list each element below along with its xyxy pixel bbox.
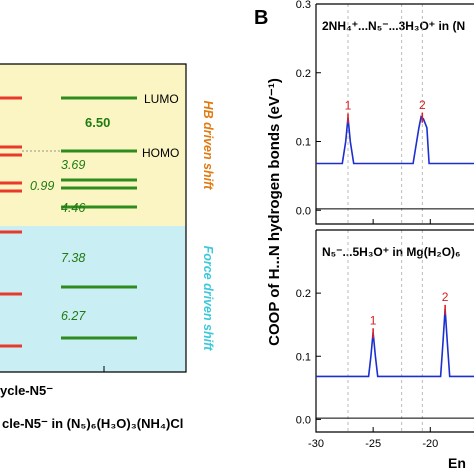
x-tick-label: -25 <box>365 438 381 450</box>
peak-label: 2 <box>419 98 426 112</box>
coop-curve <box>316 115 474 165</box>
plot-title-top: 2NH₄⁺...N₅⁻...3H₃O⁺ in (N <box>322 19 465 33</box>
plot-title-bottom: N₅⁻...5H₃O⁺ in Mg(H₂O)₆ <box>322 245 461 259</box>
y-tick-label: 0.0 <box>296 205 311 217</box>
y-tick-label: 0.3 <box>296 0 311 11</box>
homo-label: HOMO <box>142 146 179 160</box>
panel-a: LUMO HOMO 6.50 3.69 0.99 4.46 7.38 6.27 … <box>0 63 215 431</box>
force-driven-region <box>0 226 186 372</box>
y-axis-label: COOP of H...N hydrogen bonds (eV⁻¹) <box>266 78 283 346</box>
gap-value: 4.46 <box>61 201 85 215</box>
y-tick-label: 0.1 <box>296 351 311 363</box>
gap-value: 0.99 <box>30 179 54 193</box>
x-category-label-2: cle-N5⁻ in (N₅)₆(H₃O)₃(NH₄)Cl <box>2 416 183 431</box>
x-tick-label: -30 <box>308 438 324 450</box>
y-tick-label: 0.1 <box>296 137 311 149</box>
hb-driven-shift-label: HB driven shift <box>201 101 215 191</box>
gap-value: 6.27 <box>61 309 86 323</box>
gap-value: 6.50 <box>85 115 110 130</box>
y-tick-label: 0.0 <box>296 414 311 426</box>
panel-b: B COOP of H...N hydrogen bonds (eV⁻¹) 2N… <box>254 0 474 471</box>
force-driven-shift-label: Force driven shift <box>201 246 215 352</box>
lumo-label: LUMO <box>144 92 179 106</box>
peak-label: 1 <box>370 313 377 327</box>
plot-axes <box>315 230 474 433</box>
peak-label: 1 <box>345 98 352 112</box>
x-category-label-1: ycle-N5⁻ <box>0 383 53 398</box>
y-tick-label: 0.2 <box>296 68 311 80</box>
coop-curve <box>316 308 474 378</box>
x-tick-label: -20 <box>422 438 438 450</box>
gap-value: 3.69 <box>61 158 85 172</box>
panel-a-frame <box>0 63 187 373</box>
panel-b-letter: B <box>254 7 268 29</box>
hb-driven-region <box>0 64 186 226</box>
peak-label: 2 <box>442 290 449 304</box>
y-tick-label: 0.2 <box>296 288 311 300</box>
x-axis-label: En <box>448 455 466 471</box>
gap-value: 7.38 <box>61 251 85 265</box>
plot-axes <box>315 4 474 225</box>
coop-plot-top: 2NH₄⁺...N₅⁻...3H₃O⁺ in (N 0.0 0.1 0.2 0.3 1 2 <box>296 0 474 225</box>
coop-plot-bottom: N₅⁻...5H₃O⁺ in Mg(H₂O)₆ 0.0 0.1 0.2 -30 -25 -… <box>296 229 474 450</box>
